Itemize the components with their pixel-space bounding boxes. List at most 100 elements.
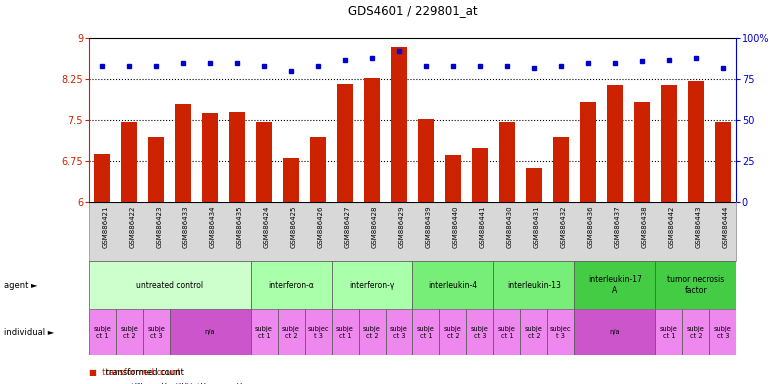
Bar — [148, 137, 164, 202]
Text: ■  transformed count: ■ transformed count — [89, 368, 180, 377]
Text: GSM886440: GSM886440 — [453, 206, 459, 248]
Text: GSM886428: GSM886428 — [372, 206, 378, 248]
Text: subje
ct 3: subje ct 3 — [471, 326, 489, 339]
Text: GSM886431: GSM886431 — [534, 206, 540, 248]
Bar — [439, 309, 466, 355]
Bar — [580, 102, 596, 202]
Bar — [493, 309, 520, 355]
Text: agent ►: agent ► — [4, 281, 37, 290]
Text: untreated control: untreated control — [136, 281, 204, 290]
Bar — [655, 309, 682, 355]
Text: individual ►: individual ► — [4, 328, 54, 337]
Text: GSM886424: GSM886424 — [264, 206, 270, 248]
Bar — [391, 46, 407, 202]
Text: GSM886427: GSM886427 — [345, 206, 351, 248]
Bar — [310, 137, 326, 202]
Bar — [607, 84, 623, 202]
Text: n/a: n/a — [205, 329, 215, 335]
Text: subje
ct 1: subje ct 1 — [93, 326, 111, 339]
Text: interleukin-13: interleukin-13 — [507, 281, 561, 290]
Bar — [634, 102, 650, 202]
Text: subje
ct 2: subje ct 2 — [525, 326, 543, 339]
Text: interleukin-4: interleukin-4 — [429, 281, 477, 290]
Text: GSM886426: GSM886426 — [318, 206, 324, 248]
Bar — [256, 122, 272, 202]
Bar — [89, 309, 116, 355]
Text: subje
ct 1: subje ct 1 — [660, 326, 678, 339]
Bar — [553, 137, 569, 202]
Bar — [520, 309, 547, 355]
Text: subje
ct 3: subje ct 3 — [390, 326, 408, 339]
Bar — [709, 309, 736, 355]
Bar — [305, 309, 332, 355]
Bar — [688, 81, 704, 202]
Text: GSM886430: GSM886430 — [507, 206, 513, 248]
Text: transformed count: transformed count — [103, 368, 183, 377]
Text: GSM886441: GSM886441 — [480, 206, 486, 248]
Text: interferon-α: interferon-α — [268, 281, 314, 290]
Text: percentile rank within the sample: percentile rank within the sample — [103, 383, 247, 384]
Text: GSM886434: GSM886434 — [210, 206, 216, 248]
Text: subje
ct 2: subje ct 2 — [687, 326, 705, 339]
Bar — [202, 113, 218, 202]
Bar — [364, 78, 380, 202]
Bar — [283, 158, 299, 202]
Bar — [682, 309, 709, 355]
Bar — [332, 261, 412, 309]
Bar — [661, 84, 677, 202]
Text: GSM886425: GSM886425 — [291, 206, 297, 248]
Text: subje
ct 1: subje ct 1 — [255, 326, 273, 339]
Bar — [359, 309, 386, 355]
Text: subje
ct 3: subje ct 3 — [147, 326, 165, 339]
Text: GSM886421: GSM886421 — [102, 206, 108, 248]
Text: ■  percentile rank within the sample: ■ percentile rank within the sample — [89, 383, 244, 384]
Bar — [251, 309, 278, 355]
Bar — [574, 261, 655, 309]
Text: subjec
t 3: subjec t 3 — [308, 326, 328, 339]
Bar — [229, 112, 245, 202]
Bar — [547, 309, 574, 355]
Bar — [170, 309, 251, 355]
Bar — [412, 261, 493, 309]
Text: GSM886439: GSM886439 — [426, 206, 432, 248]
Text: GSM886442: GSM886442 — [668, 206, 675, 248]
Text: subje
ct 2: subje ct 2 — [444, 326, 462, 339]
Text: GSM886423: GSM886423 — [156, 206, 162, 248]
Bar — [278, 309, 305, 355]
Text: GSM886432: GSM886432 — [561, 206, 567, 248]
Text: GSM886422: GSM886422 — [129, 206, 135, 248]
Text: tumor necrosis
factor: tumor necrosis factor — [667, 275, 725, 295]
Text: subje
ct 1: subje ct 1 — [417, 326, 435, 339]
Text: subje
ct 1: subje ct 1 — [498, 326, 516, 339]
Text: subje
ct 3: subje ct 3 — [714, 326, 732, 339]
Bar — [332, 309, 359, 355]
Text: GSM886437: GSM886437 — [615, 206, 621, 248]
Text: interferon-γ: interferon-γ — [349, 281, 395, 290]
Text: GSM886443: GSM886443 — [695, 206, 702, 248]
Bar — [499, 122, 515, 202]
Bar — [412, 309, 439, 355]
Text: GSM886435: GSM886435 — [237, 206, 243, 248]
Bar — [574, 309, 655, 355]
Bar — [121, 122, 137, 202]
Bar — [251, 261, 332, 309]
Text: GSM886436: GSM886436 — [588, 206, 594, 248]
Text: GDS4601 / 229801_at: GDS4601 / 229801_at — [348, 4, 477, 17]
Text: subje
ct 1: subje ct 1 — [336, 326, 354, 339]
Text: subje
ct 2: subje ct 2 — [363, 326, 381, 339]
Bar — [386, 309, 412, 355]
Bar — [526, 168, 542, 202]
Text: subje
ct 2: subje ct 2 — [282, 326, 300, 339]
Bar — [472, 148, 488, 202]
Bar — [466, 309, 493, 355]
Bar — [143, 309, 170, 355]
Text: n/a: n/a — [610, 329, 620, 335]
Text: subjec
t 3: subjec t 3 — [550, 326, 571, 339]
Text: GSM886438: GSM886438 — [641, 206, 648, 248]
Bar — [116, 309, 143, 355]
Bar — [715, 122, 731, 202]
Bar — [94, 154, 110, 202]
Text: GSM886433: GSM886433 — [183, 206, 189, 248]
Bar — [445, 156, 461, 202]
Bar — [493, 261, 574, 309]
